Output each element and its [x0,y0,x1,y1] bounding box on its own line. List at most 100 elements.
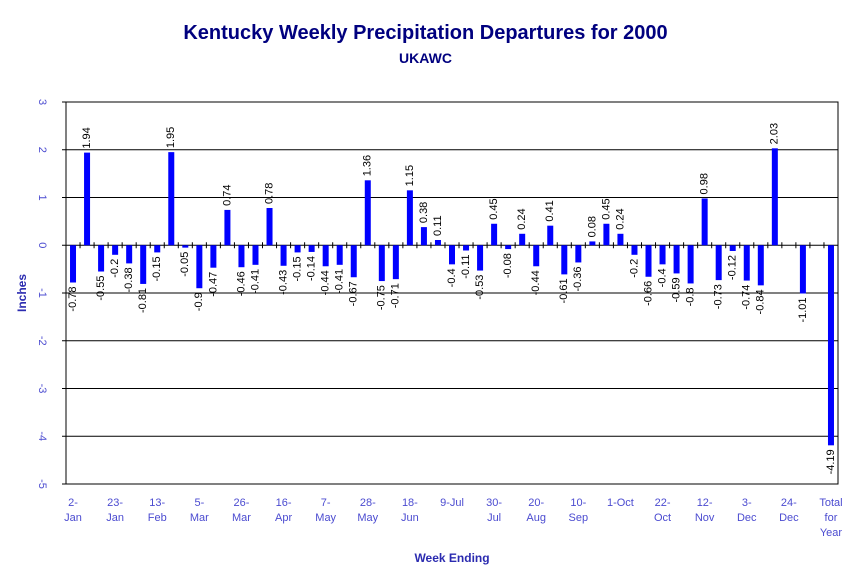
x-tick-label: 23- Jan [106,497,124,524]
data-label: -0.4 [446,268,458,287]
bar [154,245,161,253]
y-tick-label: 1 [36,194,48,200]
x-tick-label-line: 1-Oct [607,497,634,509]
data-label: -0.11 [460,255,472,279]
data-label: -0.12 [727,255,739,280]
x-tick-label-line: 30- [486,497,502,509]
x-tick-label: 24- Dec [779,497,799,524]
data-label: -0.75 [376,285,388,310]
bar [350,245,357,278]
data-label: 0.24 [516,208,528,229]
data-label: -0.43 [277,270,289,295]
data-label: -0.81 [137,288,149,313]
data-label: 0.45 [600,198,612,219]
chart-subtitle: UKAWC [399,50,452,66]
x-tick-label-line: 22- [655,497,671,509]
data-label: 1.95 [165,127,177,148]
data-label: -0.38 [123,267,135,292]
x-tick-label-line: 26- [234,497,250,509]
bar [420,227,427,246]
bar [729,245,736,251]
bar [519,233,526,246]
x-tick-label-line: 5- [194,497,204,509]
bar [322,245,329,267]
data-label: 1.36 [362,155,374,176]
y-tick-label: -4 [36,431,48,441]
bar [631,245,638,255]
x-tick-label: 26- Mar [232,497,251,524]
x-tick-label-line: 18- [402,497,418,509]
data-label: -0.05 [179,252,191,277]
bar [210,245,217,268]
x-tick-label-line: Apr [275,512,292,524]
bar [505,245,512,250]
x-tick-label-line: 10- [570,497,586,509]
data-label: 1.15 [404,165,416,186]
data-label: -0.61 [558,278,570,303]
x-tick-label-line: Mar [232,512,251,524]
bar [84,152,91,246]
data-label: -0.14 [306,256,318,281]
data-label: -0.59 [670,277,682,302]
bar [364,180,371,246]
bar [112,245,119,255]
x-tick-label-line: Mar [190,512,209,524]
bar [645,245,652,277]
x-tick-label-line: 7- [321,497,331,509]
bar [701,198,708,246]
x-tick-label: 10- Sep [569,497,589,524]
x-tick-label-line: 16- [276,497,292,509]
data-label: 0.45 [488,198,500,219]
x-tick-label-line: 2- [68,497,78,509]
bar [743,245,750,281]
data-label: -0.2 [109,259,121,278]
data-label: -0.41 [249,269,261,294]
bar [799,245,806,294]
data-label: -0.71 [390,283,402,308]
bar [238,245,245,268]
data-label: 0.98 [699,173,711,194]
bar [280,245,287,266]
bar [575,245,582,263]
x-tick-label: 2- Jan [64,497,82,524]
x-tick-label: 5- Mar [190,497,209,524]
x-tick-label-line: Nov [695,512,715,524]
x-tick-label-line: Jan [106,512,124,524]
bar [266,208,273,246]
bar [70,245,77,283]
data-label: -0.2 [628,259,640,278]
y-tick-label: -2 [36,336,48,346]
bar [589,241,596,246]
bar [252,245,259,265]
data-label: -0.15 [292,256,304,281]
x-tick-label-line: 20- [528,497,544,509]
x-tick-label: 13- Feb [148,497,167,524]
x-tick-label-line: May [357,512,378,524]
bar [533,245,540,267]
x-tick-label-line: 9-Jul [440,497,464,509]
data-label: 2.03 [769,123,781,144]
x-tick-label-line: Aug [526,512,546,524]
x-axis-label: Week Ending [414,551,489,565]
x-tick-label-line: Dec [779,512,799,524]
bar [463,245,470,251]
x-tick-label-line: 3- [742,497,752,509]
bar [294,245,301,253]
x-tick-label: 7- May [315,497,336,524]
bar [434,239,441,246]
data-label: 0.11 [432,215,444,236]
data-label: -0.41 [334,269,346,294]
y-tick-label: 0 [36,242,48,248]
data-label: 0.78 [263,183,275,204]
bar [98,245,105,272]
bar [168,152,175,246]
bar [687,245,694,284]
data-label: -0.44 [320,270,332,295]
bar [336,245,343,265]
data-label: 1.94 [81,127,93,148]
x-tick-label-line: Sep [569,512,589,524]
x-tick-label-line: 23- [107,497,123,509]
y-tick-label: -1 [36,288,48,298]
x-tick-label-line: May [315,512,336,524]
bar [617,233,624,246]
